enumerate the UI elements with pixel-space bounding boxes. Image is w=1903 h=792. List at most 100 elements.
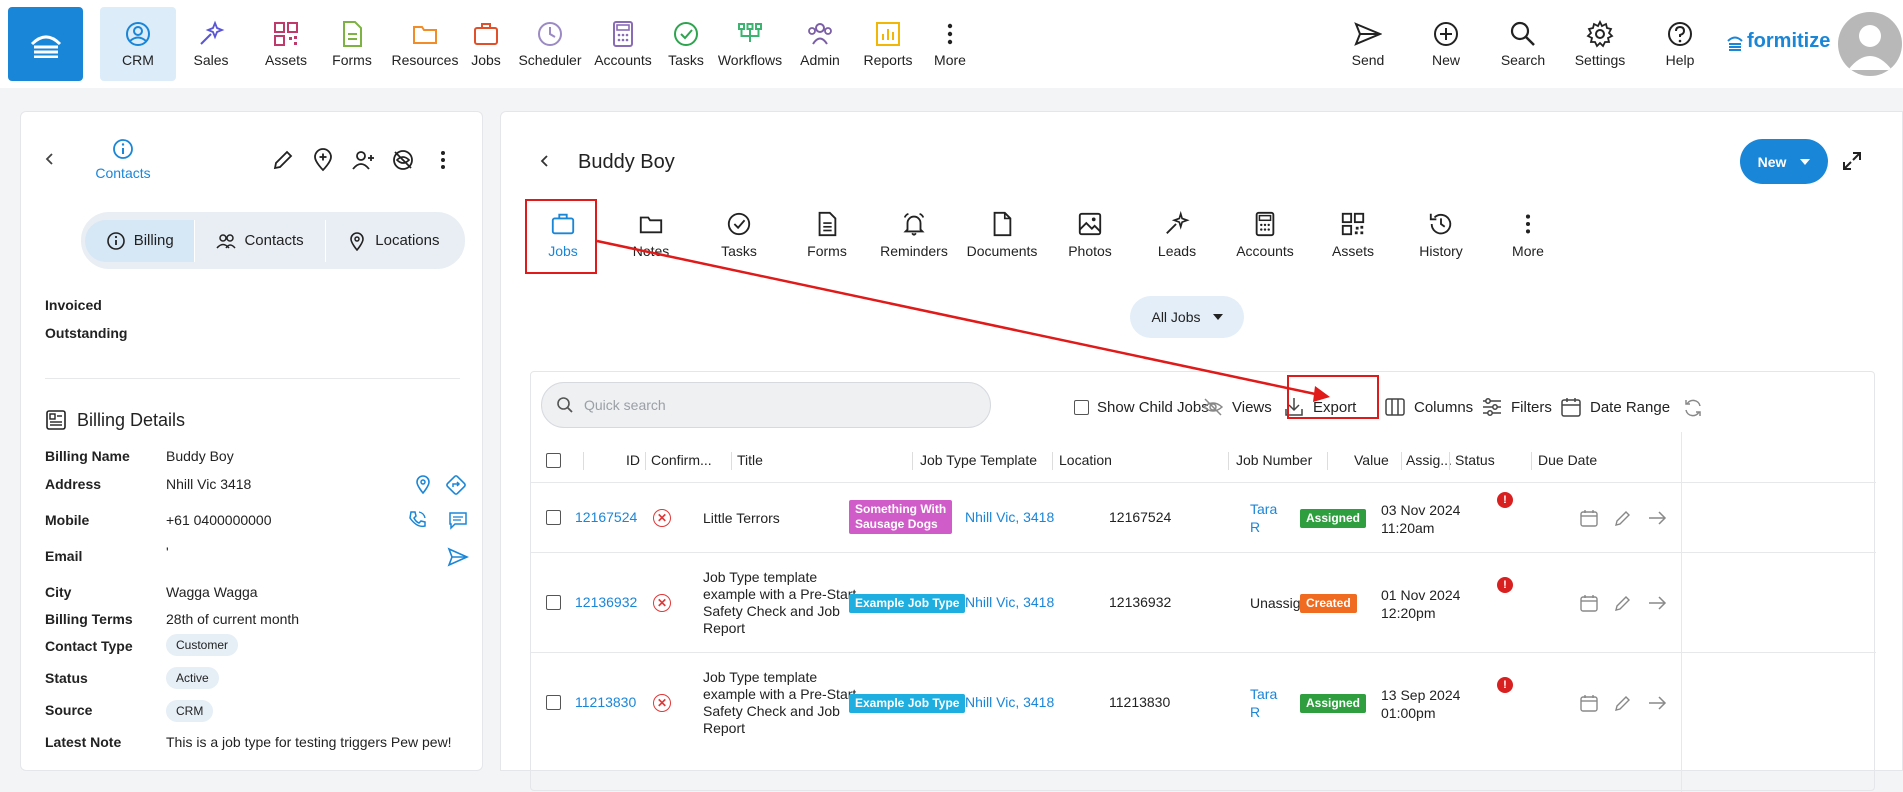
user-avatar[interactable] (1838, 12, 1902, 76)
table-row[interactable]: 12167524 ✕ Little Terrors Something With Sau… (531, 482, 1876, 552)
table-row[interactable]: 12136932 ✕ Job Type template example with a… (531, 552, 1876, 652)
row-checkbox[interactable] (546, 695, 561, 710)
tab-history[interactable]: History (1397, 197, 1485, 272)
location-link[interactable]: Nhill Vic, 3418 (965, 509, 1055, 525)
contacts-header[interactable]: Contacts (73, 138, 173, 181)
nav-item-crm[interactable]: CRM (100, 7, 176, 81)
tab-forms[interactable]: Forms (783, 197, 871, 272)
schedule-calendar-icon[interactable] (1579, 508, 1599, 531)
crm-icon (126, 22, 150, 46)
tab-accounts[interactable]: Accounts (1221, 197, 1309, 272)
nav-item-reports[interactable]: Reports (850, 7, 926, 81)
map-pin-icon[interactable] (413, 474, 433, 494)
views-button[interactable]: Views (1202, 392, 1272, 422)
billing-terms-label: Billing Terms (45, 611, 133, 627)
column-header-due-date[interactable]: Due Date (1538, 452, 1598, 468)
nav-item-more[interactable]: More (912, 7, 988, 81)
column-header-status[interactable]: Status (1455, 452, 1495, 468)
edit-pencil-icon[interactable] (1613, 508, 1633, 531)
column-header-job-number[interactable]: Job Number (1236, 452, 1313, 468)
open-arrow-icon[interactable] (1647, 693, 1667, 716)
job-id-link[interactable]: 12136932 (575, 594, 638, 610)
row-checkbox[interactable] (546, 510, 561, 525)
columns-button[interactable]: Columns (1384, 392, 1473, 422)
location-link[interactable]: Nhill Vic, 3418 (965, 694, 1055, 710)
tab-documents[interactable]: Documents (958, 197, 1046, 272)
job-id-link[interactable]: 11213830 (575, 694, 637, 710)
column-header-confirmed[interactable]: Confirm... (651, 452, 712, 468)
phone-call-icon[interactable] (407, 510, 427, 530)
add-contact-button[interactable] (351, 148, 375, 177)
nav-item-admin[interactable]: Admin (782, 7, 858, 81)
back-chevron-icon[interactable] (538, 154, 552, 168)
nav-item-sales[interactable]: Sales (173, 7, 249, 81)
tab-contacts[interactable]: Contacts (195, 220, 324, 262)
tab-photos[interactable]: Photos (1046, 197, 1134, 272)
open-arrow-icon[interactable] (1647, 508, 1667, 531)
nav-search-button[interactable]: Search (1485, 7, 1561, 81)
location-link[interactable]: Nhill Vic, 3418 (965, 594, 1055, 610)
job-filter-dropdown[interactable]: All Jobs (1130, 296, 1244, 338)
table-row[interactable]: 11213830 ✕ Job Type template example with a… (531, 652, 1876, 752)
assignee[interactable]: Tara R (1250, 501, 1278, 535)
column-header-job-type-template[interactable]: Job Type Template (920, 452, 1038, 468)
hide-button[interactable] (391, 148, 415, 177)
select-all-checkbox[interactable] (546, 453, 561, 468)
edit-button[interactable] (271, 148, 295, 177)
schedule-calendar-icon[interactable] (1579, 693, 1599, 716)
nav-new-button[interactable]: New (1408, 7, 1484, 81)
row-checkbox[interactable] (546, 595, 561, 610)
date-range-button[interactable]: Date Range (1560, 392, 1670, 422)
nav-item-forms[interactable]: Forms (314, 7, 390, 81)
open-arrow-icon[interactable] (1647, 593, 1667, 616)
tab-more[interactable]: More (1484, 197, 1572, 272)
tab-jobs[interactable]: Jobs (519, 197, 607, 272)
nav-send-button[interactable]: Send (1330, 7, 1406, 81)
nav-item-resources[interactable]: Resources (387, 7, 463, 81)
nav-item-jobs[interactable]: Jobs (448, 7, 524, 81)
tab-reminders[interactable]: Reminders (870, 197, 958, 272)
tab-locations[interactable]: Locations (326, 220, 461, 262)
column-header-id[interactable]: ID (626, 452, 640, 468)
tab-tasks[interactable]: Tasks (695, 197, 783, 272)
show-child-jobs-checkbox[interactable] (1074, 399, 1089, 415)
refresh-icon[interactable] (1682, 397, 1704, 419)
tab-assets[interactable]: Assets (1309, 197, 1397, 272)
formitize-logo[interactable]: formitize (1726, 30, 1830, 53)
nav-item-scheduler[interactable]: Scheduler (512, 7, 588, 81)
nav-item-assets[interactable]: Assets (248, 7, 324, 81)
nav-settings-button[interactable]: Settings (1562, 7, 1638, 81)
directions-icon[interactable] (445, 474, 467, 496)
quick-search-input[interactable]: Quick search (541, 382, 991, 428)
assignee[interactable]: Tara R (1250, 686, 1278, 720)
job-id-link[interactable]: 12167524 (575, 509, 638, 525)
nav-help-button[interactable]: Help (1642, 7, 1718, 81)
column-header-assigned[interactable]: Assig... (1406, 452, 1452, 468)
column-header-title[interactable]: Title (737, 452, 763, 468)
filters-button[interactable]: Filters (1481, 392, 1552, 422)
tab-notes[interactable]: Notes (607, 197, 695, 272)
nav-item-accounts[interactable]: Accounts (585, 7, 661, 81)
new-dropdown-button[interactable]: New (1740, 139, 1828, 184)
column-header-value[interactable]: Value (1354, 452, 1389, 468)
export-button[interactable]: Export (1283, 392, 1356, 422)
add-location-button[interactable] (311, 148, 335, 177)
column-header-location[interactable]: Location (1059, 452, 1112, 468)
show-child-jobs-toggle[interactable]: Show Child Jobs (1074, 392, 1209, 422)
schedule-calendar-icon[interactable] (1579, 593, 1599, 616)
edit-pencil-icon[interactable] (1613, 693, 1633, 716)
nav-item-workflows[interactable]: Workflows (712, 7, 788, 81)
edit-pencil-icon[interactable] (1613, 593, 1633, 616)
invoiced-label: Invoiced (45, 297, 102, 313)
nav-item-tasks[interactable]: Tasks (648, 7, 724, 81)
tab-billing[interactable]: Billing (85, 219, 195, 262)
city-value: Wagga Wagga (166, 584, 258, 600)
overdue-alert-icon: ! (1497, 492, 1513, 508)
home-button[interactable] (8, 7, 83, 81)
tab-leads[interactable]: Leads (1133, 197, 1221, 272)
more-options-button[interactable] (431, 148, 455, 177)
expand-icon[interactable] (1842, 151, 1862, 171)
back-chevron-icon[interactable] (43, 152, 57, 166)
message-icon[interactable] (448, 510, 468, 530)
send-icon[interactable] (447, 546, 469, 568)
